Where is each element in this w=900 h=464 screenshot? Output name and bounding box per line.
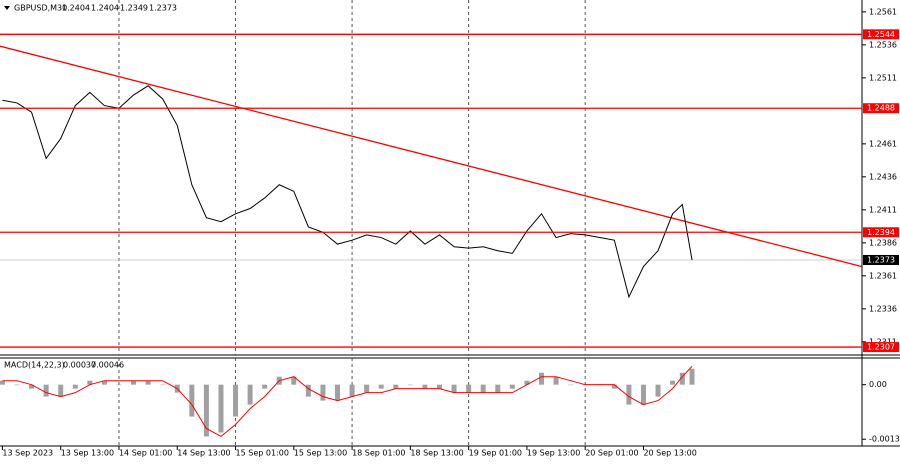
level-label: 1.2544 <box>867 30 895 39</box>
macd-bar <box>364 384 370 393</box>
x-tick-label: 19 Sep 13:00 <box>527 449 580 458</box>
current-price-label: 1.2373 <box>867 255 895 264</box>
macd-bar <box>101 380 107 385</box>
macd-bar <box>291 376 297 385</box>
macd-bar <box>480 384 486 393</box>
macd-bar <box>640 384 646 405</box>
x-tick-label: 13 Sep 13:00 <box>61 449 114 458</box>
macd-title: MACD(14,22,3) <box>4 361 65 370</box>
macd-bar <box>655 384 661 397</box>
x-tick-label: 13 Sep 2023 <box>2 449 53 458</box>
macd-bar <box>568 384 574 386</box>
x-tick-label: 15 Sep 01:00 <box>236 449 289 458</box>
x-tick-label: 18 Sep 01:00 <box>352 449 405 458</box>
y-tick-label: 1.2536 <box>869 40 897 49</box>
trendline <box>0 45 863 268</box>
macd-bar <box>262 384 268 389</box>
macd-bar <box>495 384 501 393</box>
macd-bar <box>43 384 49 397</box>
y-tick-label: 1.2386 <box>869 238 897 247</box>
signal-line <box>2 366 693 438</box>
level-label-box <box>863 29 899 40</box>
x-tick-label: 19 Sep 01:00 <box>469 449 522 458</box>
macd-bar <box>189 384 195 417</box>
x-tick-label: 14 Sep 13:00 <box>177 449 230 458</box>
macd-y-tick-label: -0.00137 <box>869 435 900 444</box>
macd-bar <box>131 380 137 385</box>
ohlc-value: 1.2349 <box>120 4 148 13</box>
macd-bar <box>679 372 685 385</box>
x-tick-label: 18 Sep 13:00 <box>410 449 463 458</box>
macd-bar <box>436 384 442 389</box>
macd-bar <box>29 384 35 389</box>
y-tick-label: 1.2436 <box>869 172 897 181</box>
macd-bar <box>689 368 695 385</box>
level-label-box <box>863 342 899 353</box>
x-tick-label: 14 Sep 01:00 <box>119 449 172 458</box>
y-tick-label: 1.2411 <box>869 205 897 214</box>
macd-bar <box>233 384 239 417</box>
macd-bar <box>58 384 64 397</box>
macd-bar <box>72 384 78 389</box>
macd-bar <box>203 384 209 437</box>
x-tick-label: 15 Sep 13:00 <box>294 449 347 458</box>
macd-bar <box>305 384 311 397</box>
macd-bar <box>393 384 399 389</box>
level-label-box <box>863 227 899 238</box>
level-label: 1.2307 <box>867 343 895 352</box>
macd-bar <box>218 384 224 433</box>
macd-bar <box>524 380 530 385</box>
macd-bar <box>626 384 632 405</box>
macd-bar <box>247 384 253 405</box>
level-label: 1.2488 <box>867 104 895 113</box>
macd-bar <box>670 380 676 385</box>
level-label: 1.2394 <box>867 228 895 237</box>
macd-bar <box>349 384 355 397</box>
macd-bar <box>145 380 151 385</box>
current-price-box <box>863 254 899 265</box>
macd-bar <box>611 384 617 389</box>
macd-bar <box>422 384 428 389</box>
macd-readout: 0.00037 <box>63 361 96 370</box>
macd-y-tick-label: 0.00 <box>869 380 887 389</box>
macd-bar <box>538 372 544 385</box>
y-tick-label: 1.2561 <box>869 7 897 16</box>
y-tick-label: 1.2461 <box>869 139 897 148</box>
x-tick-label: 20 Sep 01:00 <box>585 449 638 458</box>
menu-arrow <box>4 6 10 10</box>
macd-bar <box>116 384 122 386</box>
symbol-title: GBPUSD,M30 <box>14 4 67 13</box>
macd-bar <box>160 384 166 386</box>
macd-bar <box>378 384 384 389</box>
ohlc-value: 1.2373 <box>149 4 177 13</box>
y-tick-label: 1.2361 <box>869 271 897 280</box>
y-tick-label: 1.2336 <box>869 304 897 313</box>
ohlc-value: 1.2404 <box>62 4 90 13</box>
macd-bar <box>509 384 515 389</box>
macd-readout: 0.00046 <box>91 361 124 370</box>
macd-bar <box>451 384 457 393</box>
macd-bar <box>466 384 472 393</box>
level-label-box <box>863 103 899 114</box>
macd-bar <box>320 384 326 401</box>
ohlc-value: 1.2404 <box>91 4 119 13</box>
y-tick-label: 1.2311 <box>869 337 897 346</box>
y-tick-label: 1.2511 <box>869 73 897 82</box>
macd-bar <box>407 384 413 386</box>
macd-bar <box>0 380 5 385</box>
macd-bar <box>87 380 93 385</box>
macd-bar <box>335 384 341 401</box>
macd-bar <box>553 376 559 385</box>
macd-bar <box>14 384 20 386</box>
x-tick-label: 20 Sep 13:00 <box>643 449 696 458</box>
